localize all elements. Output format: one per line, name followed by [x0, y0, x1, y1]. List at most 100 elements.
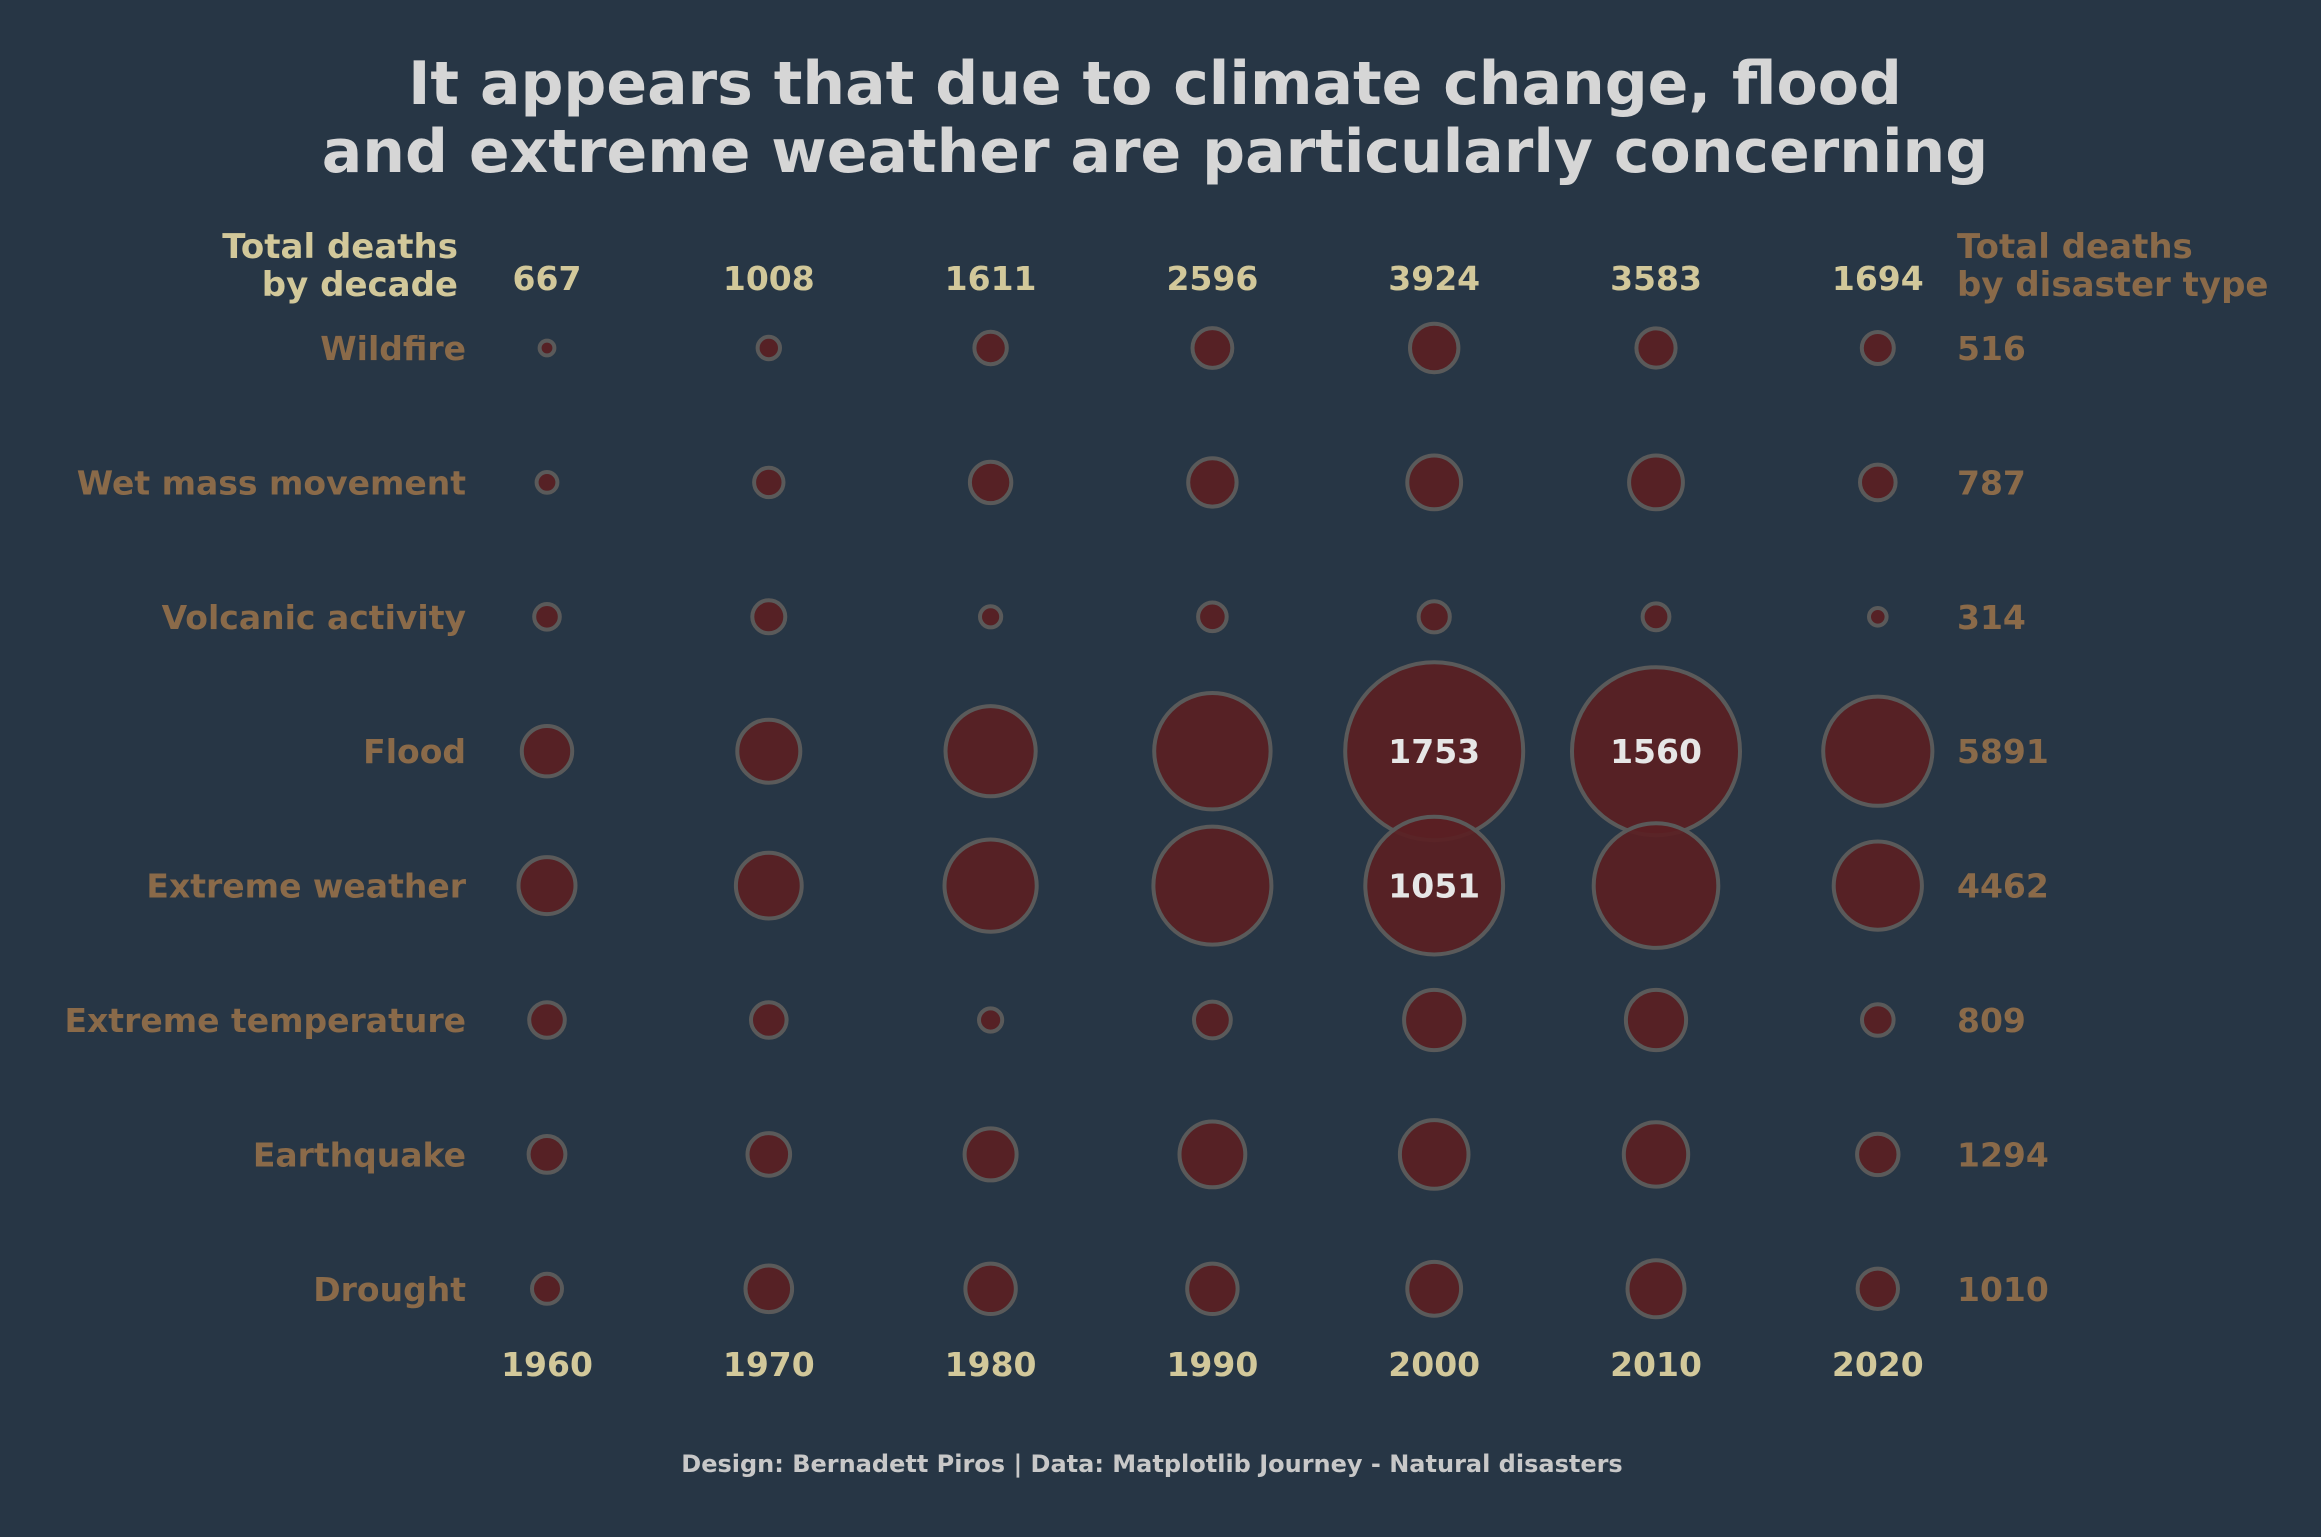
decade-label-2000: 2000 — [1388, 1345, 1480, 1384]
type-label-extreme-weather: Extreme weather — [146, 867, 466, 906]
type-total-extreme-temperature: 809 — [1957, 1001, 2026, 1040]
bubble-wildfire-1980 — [972, 329, 1009, 367]
decade-totals: 667 1008 1611 2596 3924 3583 1694 — [513, 259, 1924, 298]
bubble-wildfire-2010 — [1634, 326, 1678, 370]
bubble-wildfire-2000 — [1408, 321, 1461, 375]
bubble-wet-mass-movement-1990 — [1186, 456, 1239, 509]
type-total-earthquake: 1294 — [1957, 1135, 2049, 1174]
bubble-drought-2010 — [1625, 1258, 1687, 1320]
bubble-extreme-weather-1990 — [1151, 824, 1274, 947]
bubble-volcanic-activity-1980 — [978, 604, 1004, 630]
type-total-drought: 1010 — [1957, 1270, 2049, 1309]
left-header-line-1: Total deaths — [222, 227, 458, 267]
bubble-earthquake-1980 — [962, 1126, 1019, 1183]
bubbles — [516, 321, 1935, 1320]
bubble-extreme-temperature-1980 — [977, 1006, 1005, 1034]
bubble-label-flood-2000: 1753 — [1388, 732, 1480, 771]
bubble-earthquake-1990 — [1177, 1119, 1248, 1190]
left-header-line-2: by decade — [262, 265, 458, 305]
bubble-earthquake-1960 — [526, 1134, 568, 1175]
bubble-extreme-temperature-1960 — [527, 1000, 567, 1040]
bubble-flood-1960 — [519, 724, 575, 779]
credit-text: Design: Bernadett Piros | Data: Matplotl… — [681, 1450, 1622, 1478]
type-total-extreme-weather: 4462 — [1957, 867, 2049, 906]
chart-title-line-2: and extreme weather are particularly con… — [322, 117, 1988, 187]
bubble-wet-mass-movement-2000 — [1405, 453, 1464, 512]
decade-total-1960: 667 — [513, 259, 582, 298]
bubble-extreme-temperature-2010 — [1623, 987, 1689, 1053]
bubble-label-extreme-weather-2000: 1051 — [1388, 867, 1480, 906]
bubble-label-flood-2010: 1560 — [1610, 732, 1702, 771]
bubble-earthquake-1970 — [745, 1131, 793, 1178]
bubble-volcanic-activity-2020 — [1867, 606, 1889, 628]
bubble-earthquake-2010 — [1621, 1120, 1691, 1189]
bubble-extreme-weather-1980 — [942, 837, 1039, 934]
right-header-line-1: Total deaths — [1957, 227, 2193, 267]
decade-label-2020: 2020 — [1832, 1345, 1924, 1384]
decade-axis-labels: 1960 1970 1980 1990 2000 2010 2020 — [501, 1345, 1924, 1384]
bubble-wet-mass-movement-2020 — [1858, 462, 1898, 503]
bubble-volcanic-activity-2000 — [1416, 599, 1452, 635]
bubble-earthquake-2000 — [1397, 1118, 1471, 1191]
type-label-wildfire: Wildfire — [320, 329, 466, 368]
bubble-drought-1990 — [1185, 1261, 1240, 1317]
type-label-drought: Drought — [313, 1270, 466, 1309]
bubble-wet-mass-movement-1960 — [534, 470, 560, 495]
decade-label-1980: 1980 — [945, 1345, 1037, 1384]
bubble-wet-mass-movement-2010 — [1627, 453, 1685, 512]
bubble-wet-mass-movement-1970 — [752, 465, 786, 500]
bubble-extreme-weather-2020 — [1831, 839, 1924, 932]
type-label-volcanic-activity: Volcanic activity — [162, 598, 466, 637]
bubble-extreme-temperature-1970 — [749, 1000, 789, 1040]
type-total-flood: 5891 — [1957, 732, 2049, 771]
bubble-extreme-temperature-1990 — [1192, 999, 1233, 1041]
bubble-wildfire-1990 — [1190, 326, 1235, 370]
decade-total-2000: 3924 — [1388, 259, 1480, 298]
right-header-line-2: by disaster type — [1957, 265, 2268, 305]
bubble-extreme-temperature-2000 — [1402, 987, 1467, 1053]
bubble-drought-1970 — [743, 1263, 795, 1315]
type-label-wet-mass-movement: Wet mass movement — [77, 463, 467, 502]
bubble-extreme-weather-2000 — [1363, 814, 1506, 957]
bubble-drought-1960 — [530, 1271, 564, 1306]
decade-total-1970: 1008 — [723, 259, 815, 298]
decade-label-2010: 2010 — [1610, 1345, 1702, 1384]
bubble-volcanic-activity-1960 — [532, 602, 562, 632]
bubble-extreme-weather-2010 — [1591, 821, 1721, 950]
bubble-wildfire-2020 — [1859, 330, 1896, 366]
decade-label-1960: 1960 — [501, 1345, 593, 1384]
bubble-value-labels: 1753 1560 1051 — [1388, 732, 1702, 905]
type-total-wildfire: 516 — [1957, 329, 2026, 368]
type-total-wet-mass-movement: 787 — [1957, 463, 2026, 502]
chart-title-line-1: It appears that due to climate change, f… — [408, 49, 1902, 119]
bubble-flood-1980 — [943, 704, 1038, 799]
decade-label-1990: 1990 — [1166, 1345, 1258, 1384]
decade-label-1970: 1970 — [723, 1345, 815, 1384]
bubble-extreme-temperature-2020 — [1860, 1002, 1896, 1038]
type-label-flood: Flood — [363, 732, 466, 771]
bubble-drought-2020 — [1855, 1266, 1901, 1312]
bubble-extreme-weather-1970 — [733, 850, 804, 921]
decade-total-1990: 2596 — [1166, 259, 1258, 298]
bubble-flood-1990 — [1152, 691, 1273, 812]
bubble-earthquake-2020 — [1855, 1131, 1901, 1178]
type-label-extreme-temperature: Extreme temperature — [64, 1001, 466, 1040]
bubble-volcanic-activity-2010 — [1640, 601, 1672, 633]
type-label-earthquake: Earthquake — [253, 1135, 466, 1174]
disaster-type-labels: Wildfire Wet mass movement Volcanic activi… — [64, 329, 466, 1309]
bubble-volcanic-activity-1990 — [1196, 600, 1229, 634]
decade-total-2020: 1694 — [1832, 259, 1924, 298]
bubble-flood-2020 — [1821, 694, 1935, 808]
decade-total-1980: 1611 — [945, 259, 1037, 298]
decade-total-2010: 3583 — [1610, 259, 1702, 298]
disaster-type-totals: 516 787 314 5891 4462 809 1294 1010 — [1957, 329, 2049, 1309]
bubble-drought-1980 — [963, 1261, 1018, 1317]
type-total-volcanic-activity: 314 — [1957, 598, 2026, 637]
bubble-wildfire-1970 — [755, 334, 782, 362]
bubble-extreme-weather-1960 — [516, 855, 578, 917]
bubble-drought-2000 — [1405, 1259, 1464, 1318]
bubble-volcanic-activity-1970 — [750, 598, 788, 636]
bubble-wildfire-1960 — [537, 338, 557, 358]
bubble-wet-mass-movement-1980 — [967, 459, 1014, 506]
